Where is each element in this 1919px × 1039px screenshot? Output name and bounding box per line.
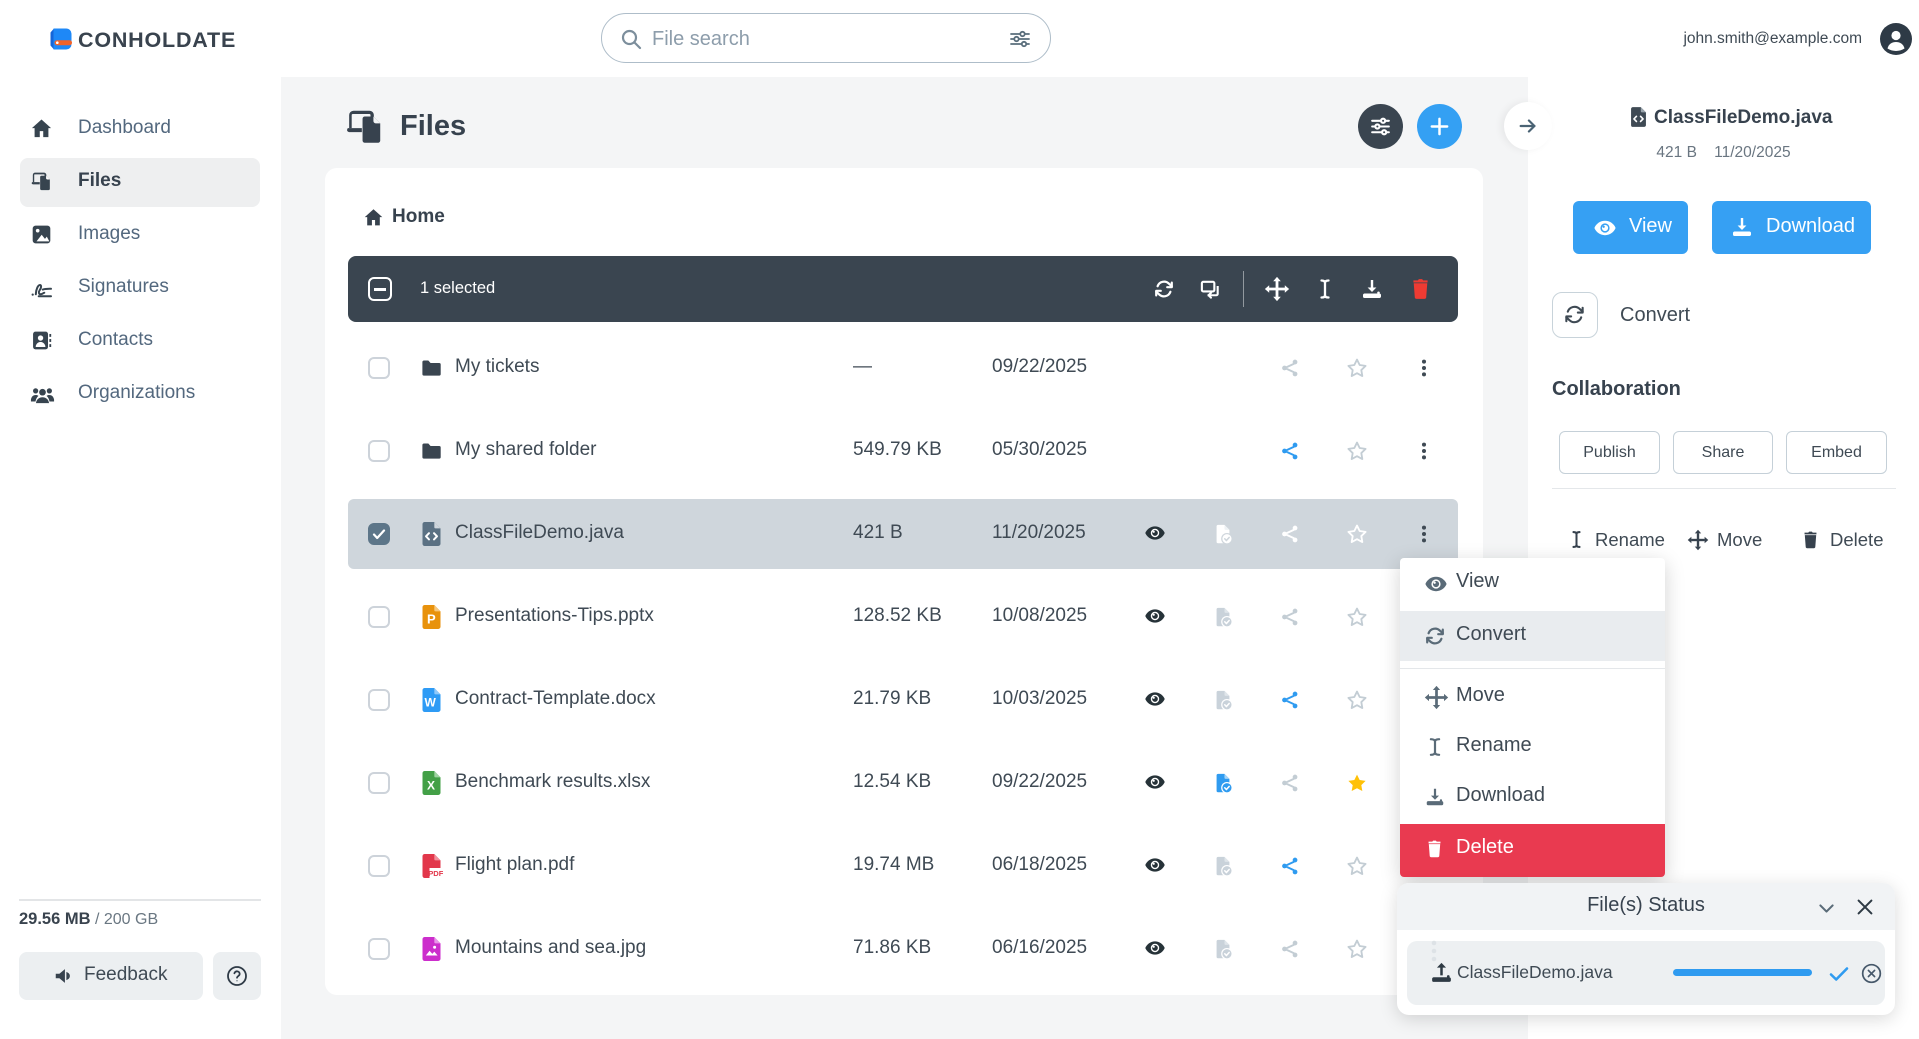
svg-text:X: X <box>427 779 435 793</box>
svg-text:P: P <box>427 612 436 627</box>
svg-text:W: W <box>425 696 437 710</box>
svg-text:PDF: PDF <box>428 869 443 878</box>
